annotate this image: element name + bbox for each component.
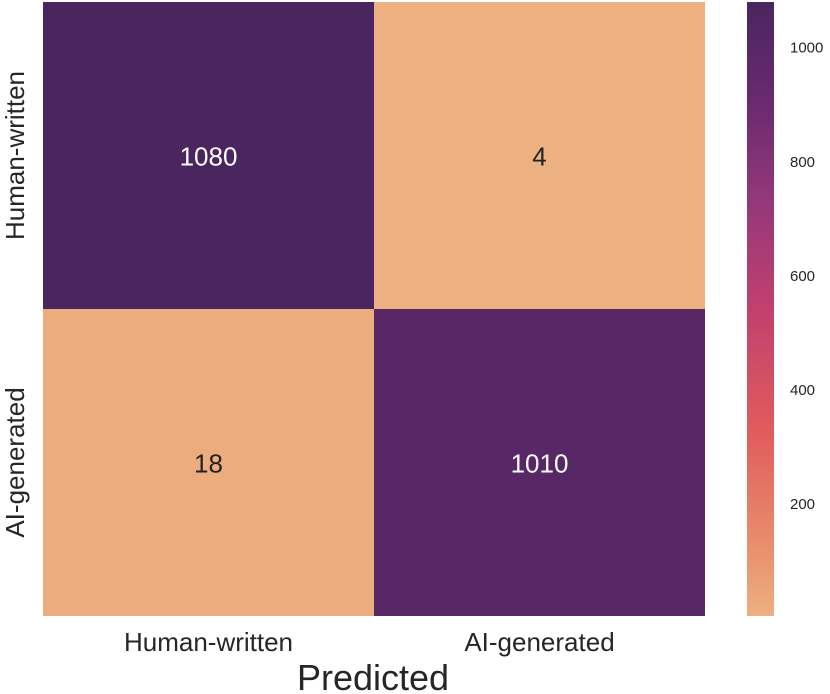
x-axis-label: Predicted (297, 657, 449, 694)
colorbar-tick-label: 400 (790, 382, 815, 399)
colorbar-tick-label: 200 (790, 496, 815, 513)
cell-value-label: 1080 (180, 142, 238, 172)
x-tick-labels: Human-written AI-generated (124, 627, 615, 657)
heatmap-cells (43, 2, 705, 616)
colorbar (747, 2, 774, 616)
colorbar-tick-label: 800 (790, 154, 815, 171)
cell-value-label: 1010 (511, 449, 569, 479)
colorbar-tick-label: 1000 (790, 40, 823, 57)
heatmap-cell (374, 309, 705, 616)
cell-value-label: 4 (532, 142, 546, 172)
heatmap-cell (374, 2, 705, 309)
colorbar-tick-labels: 200 400 600 800 1000 (790, 40, 823, 514)
heatmap-cell (43, 309, 374, 616)
cell-value-label: 18 (194, 449, 223, 479)
heatmap-cell (43, 2, 374, 309)
y-tick-label: Human-written (0, 71, 30, 240)
colorbar-tick-label: 600 (790, 268, 815, 285)
x-tick-label: Human-written (124, 627, 293, 657)
y-tick-label: AI-generated (0, 387, 30, 537)
x-tick-label: AI-generated (464, 627, 614, 657)
heatmap-cell-labels: 1080 4 18 1010 (180, 142, 569, 479)
y-tick-labels: Human-written AI-generated (0, 71, 30, 538)
